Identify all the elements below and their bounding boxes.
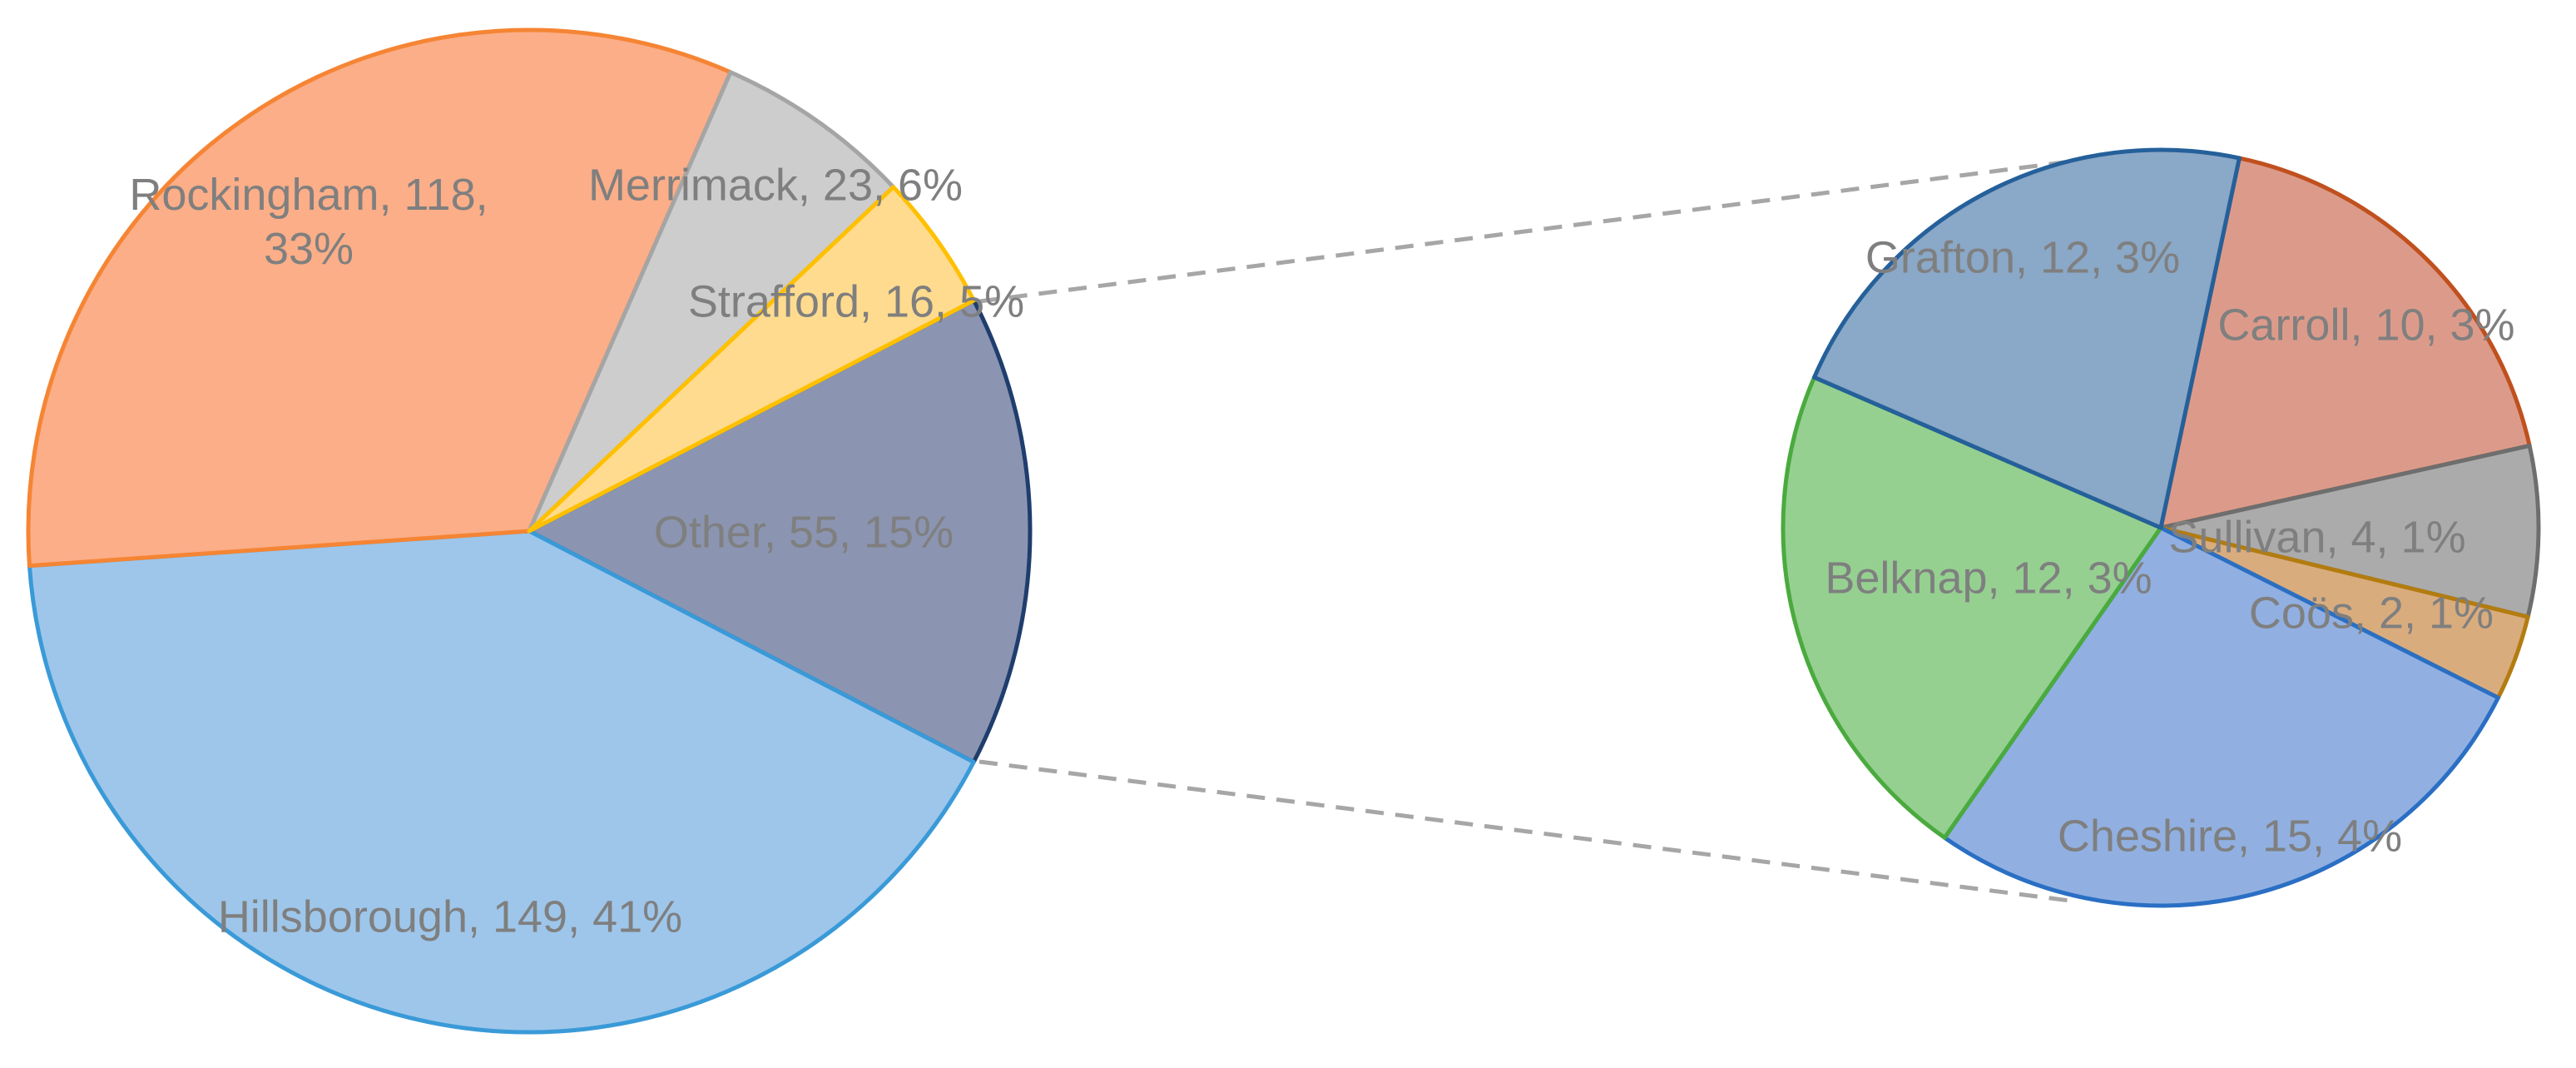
pie-slice — [527, 70, 896, 534]
data-label: Hillsborough, 149, 41% — [217, 892, 683, 942]
data-label: Carroll, 10, 3% — [2217, 300, 2515, 350]
pie-slice — [1812, 147, 2242, 530]
pie-slice — [2158, 156, 2532, 530]
data-label: Sullivan, 4, 1% — [2168, 512, 2466, 563]
data-label: Strafford, 16, 5% — [687, 276, 1025, 327]
data-label: Belknap, 12, 3% — [1825, 553, 2152, 604]
data-label: Cheshire, 15, 4% — [2057, 811, 2403, 862]
data-label: Coös, 2, 1% — [2248, 588, 2494, 638]
data-label: Other, 55, 15% — [653, 507, 954, 558]
pie-slice — [527, 185, 976, 534]
data-label: Grafton, 12, 3% — [1865, 232, 2181, 283]
connector-line — [978, 759, 2071, 903]
pie-slice — [26, 27, 733, 569]
pie-slice — [27, 529, 976, 1035]
data-label: Merrimack, 23, 6% — [587, 160, 964, 211]
pie-slice — [1781, 375, 2163, 840]
connector-line — [978, 159, 2071, 304]
data-label: Rockingham, 118, 33% — [129, 170, 488, 274]
pie-slice — [2158, 443, 2541, 619]
pie-slice — [527, 298, 1033, 764]
pie-slice — [1942, 525, 2500, 908]
